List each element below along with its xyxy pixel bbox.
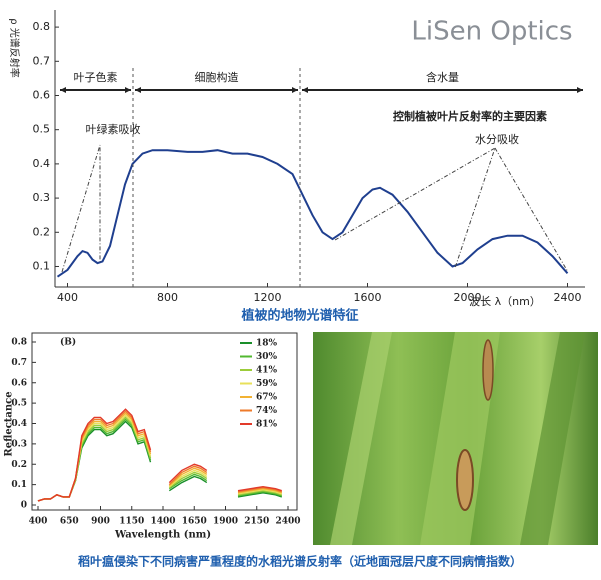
y-tick-label: 0.7: [33, 54, 51, 67]
chart-title: 植被的地物光谱特征: [240, 308, 358, 324]
y-tick-label: 0.2: [11, 460, 27, 470]
x-tick-label: 1200: [254, 291, 282, 304]
leaf-blade: [330, 332, 392, 545]
data-line: [37, 418, 283, 502]
x-axis-label: Wavelength (nm): [114, 530, 211, 541]
y-tick-label: 0: [21, 501, 27, 511]
x-tick-label: 400: [57, 291, 78, 304]
leaf-blade: [420, 332, 500, 545]
logo: LiSen Optics: [411, 17, 572, 47]
x-tick-label: 800: [157, 291, 178, 304]
legend-label: 74%: [256, 406, 278, 416]
guide-line: [334, 146, 569, 273]
y-axis-label: Reflectance: [4, 391, 15, 456]
y-tick-label: 0.4: [33, 157, 51, 170]
y-tick-label: 0.1: [33, 259, 51, 272]
photo: [313, 332, 598, 545]
x-tick-label: 2400: [275, 517, 300, 527]
leaf-blade: [520, 332, 585, 545]
x-tick-label: 2000: [454, 291, 482, 304]
y-tick-label: 0.2: [33, 225, 51, 238]
legend-label: 81%: [256, 420, 278, 430]
x-tick-label: 1600: [354, 291, 382, 304]
legend-label: 18%: [256, 339, 278, 349]
data-line: [37, 408, 283, 502]
logo-text: LiSen Optics: [411, 17, 572, 47]
annotation: 水分吸收: [475, 132, 519, 146]
region-label: 叶子色素: [74, 70, 118, 84]
y-tick-label: 0.4: [11, 419, 27, 429]
x-tick-label: 400: [29, 517, 48, 527]
legend-label: 30%: [256, 352, 278, 362]
x-tick-label: 1400: [150, 517, 175, 527]
y-tick-label: 0.7: [11, 358, 27, 368]
data-line: [56, 149, 569, 278]
y-tick-label: 0.5: [33, 123, 51, 136]
legend-label: 59%: [256, 379, 278, 389]
x-tick-label: 1150: [119, 517, 144, 527]
data-line: [37, 416, 283, 502]
annotation: 叶绿素吸收: [86, 122, 141, 136]
panel-label: (B): [60, 337, 76, 348]
y-tick-label: 0.3: [33, 191, 51, 204]
y-tick-label: 0.6: [11, 378, 27, 388]
region-label: 细胞构造: [195, 70, 239, 84]
region-label: 含水量: [426, 70, 459, 84]
lesion: [482, 339, 494, 401]
legend-label: 67%: [256, 393, 278, 403]
x-tick-label: 650: [60, 517, 79, 527]
data-line: [37, 412, 283, 502]
legend-label: 41%: [256, 366, 278, 376]
y-tick-label: 0.5: [11, 399, 27, 409]
caption: 稻叶瘟侵染下不同病害严重程度的水稻光谱反射率（近地面冠层尺度不同病情指数）: [78, 554, 522, 569]
annotation: 控制植被叶片反射率的主要因素: [393, 109, 547, 123]
x-axis-label: 波长 λ（nm）: [469, 295, 541, 308]
x-tick-label: 2150: [244, 517, 269, 527]
y-tick-label: 0.1: [11, 480, 27, 490]
chart: 0 0.1 0.2 0.3 0.4 0.5 0.6 0.7 0.8 400 650 900 1150 14…: [4, 332, 301, 541]
guide-line: [61, 144, 101, 273]
y-tick-label: 0.3: [11, 439, 27, 449]
y-tick-label: 0.8: [33, 20, 51, 33]
chart: 0.1 0.2 0.3 0.4 0.5 0.6 0.7 0.8 400 800 1200 1600 20…: [8, 10, 585, 324]
x-tick-label: 1650: [182, 517, 207, 527]
data-line: [37, 414, 283, 502]
y-axis-label: ρ 光谱反射率: [8, 18, 21, 78]
x-tick-label: 1900: [213, 517, 238, 527]
y-tick-label: 0.8: [11, 338, 27, 348]
y-tick-label: 0.6: [33, 88, 51, 101]
x-tick-label: 2400: [554, 291, 582, 304]
plot-frame: [31, 332, 298, 511]
lesion: [456, 449, 474, 511]
x-tick-label: 900: [91, 517, 110, 527]
